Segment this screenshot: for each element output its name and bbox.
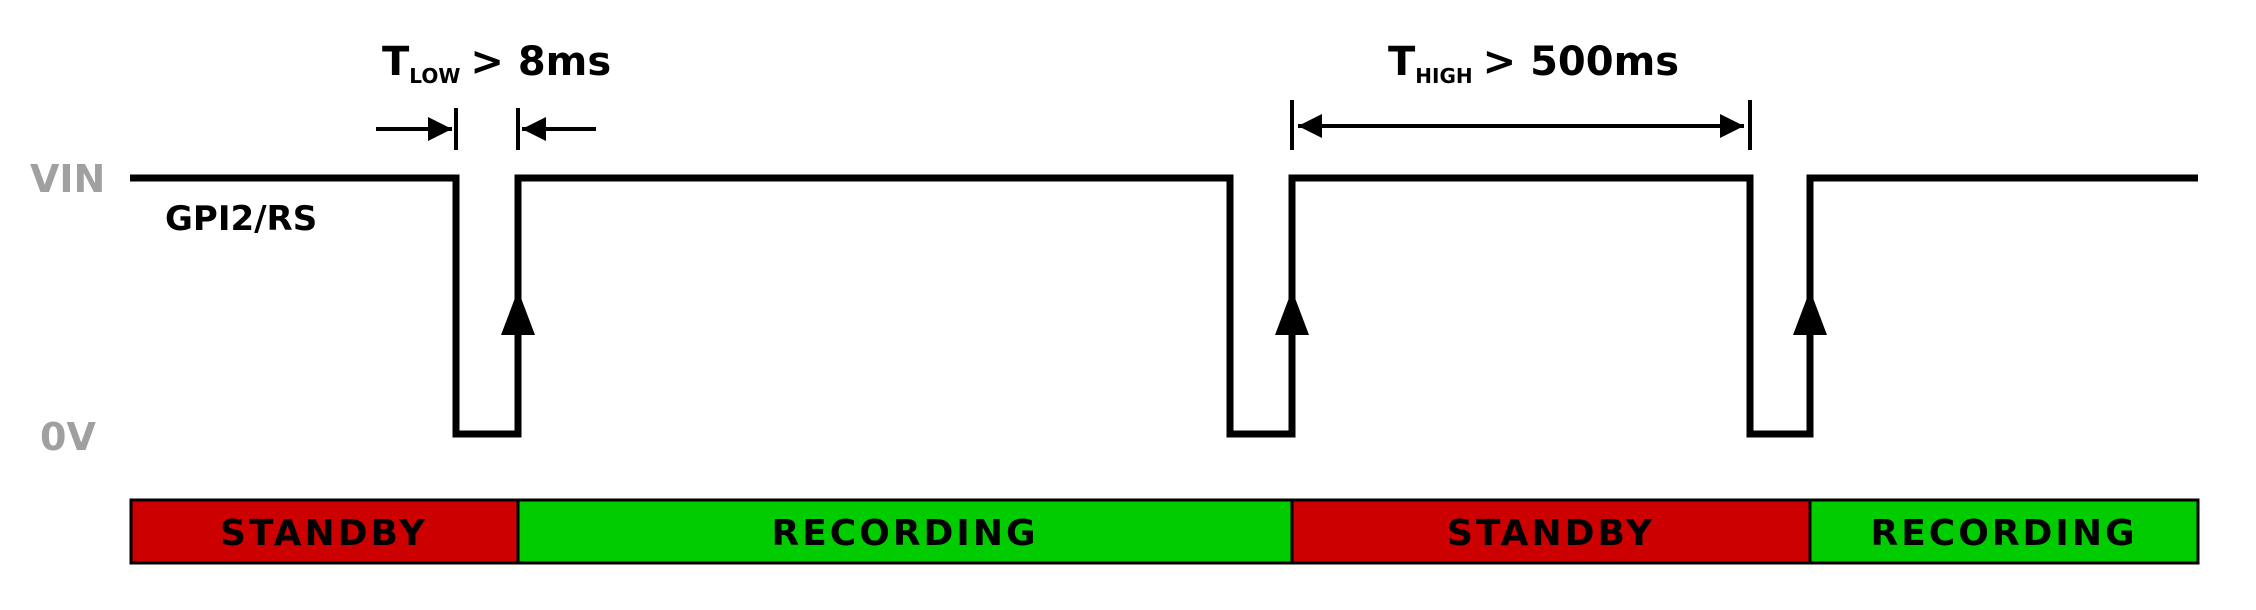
- state-label-4: RECORDING: [1870, 513, 2137, 554]
- level-high-label: VIN: [30, 157, 105, 201]
- t-low-label: TLOW > 8ms: [382, 39, 611, 88]
- signal-waveform: [130, 174, 2198, 438]
- signal-label: GPI2/RS: [165, 199, 317, 239]
- state-segment-1: STANDBY: [129, 498, 520, 565]
- state-segment-2: RECORDING: [516, 498, 1294, 565]
- rising-edge-arrow-1: [501, 290, 535, 335]
- t-high-label: THIGH > 500ms: [1388, 39, 1679, 88]
- state-segment-4: RECORDING: [1808, 498, 2200, 565]
- state-label-3: STANDBY: [1447, 513, 1655, 554]
- state-bar: STANDBY RECORDING STANDBY RECORDING: [129, 498, 2200, 565]
- state-segment-3: STANDBY: [1290, 498, 1812, 565]
- level-low-label: 0V: [40, 415, 96, 459]
- state-label-1: STANDBY: [220, 513, 428, 554]
- rising-edge-arrow-3: [1793, 290, 1827, 335]
- state-label-2: RECORDING: [771, 513, 1038, 554]
- rising-edge-arrow-2: [1275, 290, 1309, 335]
